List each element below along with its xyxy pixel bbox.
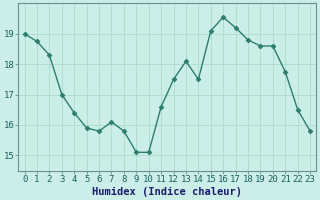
X-axis label: Humidex (Indice chaleur): Humidex (Indice chaleur) (92, 186, 242, 197)
